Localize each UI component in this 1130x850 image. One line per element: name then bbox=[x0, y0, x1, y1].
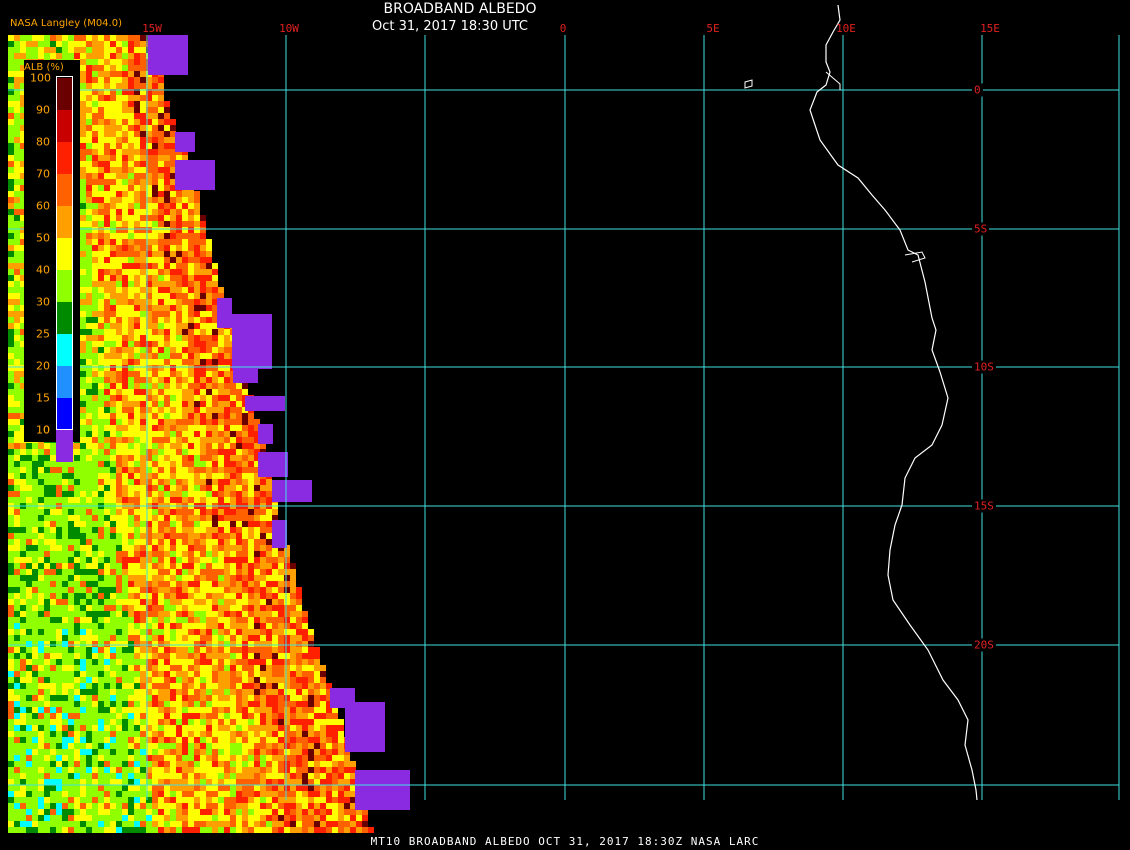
legend-label: 10 bbox=[36, 423, 50, 437]
legend-label: 30 bbox=[36, 295, 50, 309]
coastline-inlet bbox=[904, 251, 926, 263]
legend-label: 20 bbox=[36, 359, 50, 373]
legend-swatch bbox=[56, 334, 73, 366]
coastline-north bbox=[825, 71, 841, 90]
legend-swatch bbox=[56, 110, 73, 142]
island bbox=[744, 79, 753, 89]
legend-swatch bbox=[56, 270, 73, 302]
legend-swatch bbox=[56, 78, 73, 110]
map-subtitle: Oct 31, 2017 18:30 UTC bbox=[372, 19, 528, 34]
lat-label-5s: 5S bbox=[972, 222, 990, 236]
lat-label-20s: 20S bbox=[972, 638, 996, 652]
legend-swatch bbox=[56, 398, 73, 430]
legend-swatch bbox=[56, 430, 73, 462]
legend-label: 80 bbox=[36, 135, 50, 149]
lon-label-5e: 5E bbox=[706, 22, 720, 35]
map-title: BROADBAND ALBEDO bbox=[383, 1, 537, 17]
credit-label: NASA Langley (M04.0) bbox=[10, 18, 122, 29]
lat-label-15s: 15S bbox=[972, 499, 996, 513]
legend-label: 70 bbox=[36, 167, 50, 181]
lon-label-10e: 10E bbox=[836, 22, 856, 35]
footer-caption: MT10 BROADBAND ALBEDO OCT 31, 2017 18:30… bbox=[370, 835, 760, 848]
legend-frame bbox=[56, 76, 73, 430]
lat-label-10s: 10S bbox=[972, 360, 996, 374]
legend-label: 90 bbox=[36, 103, 50, 117]
legend-swatch bbox=[56, 206, 73, 238]
legend-label: 40 bbox=[36, 263, 50, 277]
lon-label-15w: 15W bbox=[142, 22, 162, 35]
legend-label: 50 bbox=[36, 231, 50, 245]
legend-label: 100 bbox=[30, 71, 51, 85]
africa-coastline bbox=[809, 4, 978, 801]
lon-label-15e: 15E bbox=[980, 22, 1000, 35]
legend-label: 15 bbox=[36, 391, 50, 405]
legend-label: 25 bbox=[36, 327, 50, 341]
lat-label-0: 0 bbox=[972, 83, 983, 97]
legend-label: 60 bbox=[36, 199, 50, 213]
legend-swatch bbox=[56, 142, 73, 174]
legend-swatch bbox=[56, 174, 73, 206]
legend-swatch bbox=[56, 238, 73, 270]
lon-label-0: 0 bbox=[559, 22, 567, 35]
legend-swatch bbox=[56, 366, 73, 398]
legend-label: 0 bbox=[43, 423, 50, 437]
lon-label-10w: 10W bbox=[279, 22, 299, 35]
legend-title: ALB (%) bbox=[24, 62, 64, 73]
legend-swatch bbox=[56, 302, 73, 334]
lat-lon-grid bbox=[8, 35, 1120, 800]
